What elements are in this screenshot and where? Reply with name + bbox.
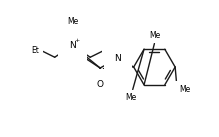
Text: Et: Et <box>106 46 114 55</box>
Text: O: O <box>97 80 104 89</box>
Text: Me: Me <box>67 17 78 26</box>
Text: N: N <box>69 41 76 50</box>
Text: Et: Et <box>31 46 39 55</box>
Text: Me: Me <box>149 31 160 40</box>
Text: Me: Me <box>179 85 190 94</box>
Text: +: + <box>75 38 80 43</box>
Text: Me: Me <box>125 93 136 102</box>
Text: N: N <box>115 54 121 63</box>
Text: H: H <box>114 65 120 74</box>
